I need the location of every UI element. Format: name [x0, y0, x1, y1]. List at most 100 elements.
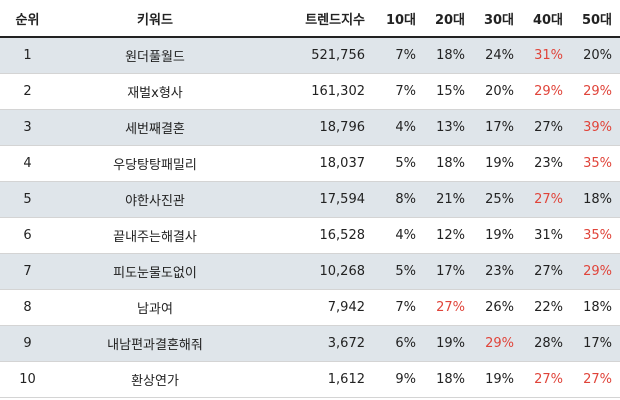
table-body: 1 원더풀월드 521,756 7% 18% 24% 31% 20% 2 재벌x형사 161,302…	[0, 37, 620, 397]
table-row: 6 끝내주는해결사 16,528 4% 12% 19% 31% 35%	[0, 217, 620, 253]
cell-age50: 29%	[583, 263, 612, 279]
cell-age20: 18%	[436, 155, 465, 171]
cell-age30: 29%	[485, 335, 514, 351]
cell-age20: 27%	[436, 299, 465, 315]
header-trend-score: 트렌드지수	[305, 12, 365, 28]
header-age30: 30대	[483, 12, 514, 28]
cell-age20: 18%	[436, 371, 465, 387]
cell-age10: 9%	[395, 371, 416, 387]
table-row: 9 내남편과결혼해줘 3,672 6% 19% 29% 28% 17%	[0, 325, 620, 361]
header-rank: 순위	[15, 12, 40, 28]
cell-trend-score: 10,268	[319, 263, 366, 279]
cell-keyword: 세번째결혼	[125, 121, 185, 137]
cell-age20: 12%	[436, 227, 465, 243]
cell-trend-score: 3,672	[327, 335, 365, 351]
cell-keyword: 내남편과결혼해줘	[107, 337, 203, 353]
header-age50: 50대	[581, 12, 612, 28]
cell-age20: 15%	[436, 83, 465, 99]
cell-age50: 39%	[583, 119, 612, 135]
header-age10: 10대	[385, 12, 416, 28]
cell-age40: 23%	[534, 155, 563, 171]
cell-age50: 20%	[583, 47, 612, 63]
cell-age40: 29%	[534, 83, 563, 99]
table-row: 5 야한사진관 17,594 8% 21% 25% 27% 18%	[0, 181, 620, 217]
table-row: 1 원더풀월드 521,756 7% 18% 24% 31% 20%	[0, 37, 620, 73]
cell-rank: 3	[23, 119, 32, 135]
cell-age30: 23%	[485, 263, 514, 279]
cell-trend-score: 16,528	[319, 227, 366, 243]
table-row: 10 환상연가 1,612 9% 18% 19% 27% 27%	[0, 361, 620, 397]
cell-age50: 18%	[583, 191, 612, 207]
table-row: 2 재벌x형사 161,302 7% 15% 20% 29% 29%	[0, 73, 620, 109]
cell-age20: 17%	[436, 263, 465, 279]
cell-age20: 21%	[436, 191, 465, 207]
cell-age40: 27%	[534, 371, 563, 387]
header-age20: 20대	[434, 12, 465, 28]
cell-trend-score: 17,594	[319, 191, 366, 207]
cell-age40: 31%	[534, 47, 563, 63]
cell-age10: 5%	[395, 155, 416, 171]
table-row: 4 우당탕탕패밀리 18,037 5% 18% 19% 23% 35%	[0, 145, 620, 181]
cell-age30: 19%	[485, 155, 514, 171]
cell-age10: 7%	[395, 47, 416, 63]
cell-keyword: 재벌x형사	[127, 85, 183, 101]
header-keyword: 키워드	[137, 12, 173, 28]
cell-rank: 1	[23, 47, 32, 63]
cell-age30: 17%	[485, 119, 514, 135]
cell-rank: 5	[23, 191, 32, 207]
cell-age10: 4%	[395, 227, 416, 243]
cell-age40: 27%	[534, 191, 563, 207]
cell-rank: 10	[19, 371, 36, 387]
cell-age20: 18%	[436, 47, 465, 63]
cell-trend-score: 18,037	[319, 155, 366, 171]
cell-trend-score: 18,796	[319, 119, 366, 135]
cell-age40: 22%	[534, 299, 563, 315]
cell-age30: 25%	[485, 191, 514, 207]
cell-age50: 17%	[583, 335, 612, 351]
cell-age50: 29%	[583, 83, 612, 99]
cell-keyword: 피도눈물도없이	[113, 265, 197, 281]
table-row: 3 세번째결혼 18,796 4% 13% 17% 27% 39%	[0, 109, 620, 145]
cell-age40: 31%	[534, 227, 563, 243]
cell-age50: 27%	[583, 371, 612, 387]
cell-age20: 19%	[436, 335, 465, 351]
table-row: 7 피도눈물도없이 10,268 5% 17% 23% 27% 29%	[0, 253, 620, 289]
cell-rank: 6	[23, 227, 32, 243]
cell-age10: 7%	[395, 83, 416, 99]
table-row: 8 남과여 7,942 7% 27% 26% 22% 18%	[0, 289, 620, 325]
cell-keyword: 환상연가	[131, 373, 179, 389]
cell-age30: 20%	[485, 83, 514, 99]
cell-age50: 18%	[583, 299, 612, 315]
cell-age30: 26%	[485, 299, 514, 315]
cell-age10: 4%	[395, 119, 416, 135]
cell-age40: 27%	[534, 119, 563, 135]
cell-trend-score: 1,612	[327, 371, 365, 387]
cell-age20: 13%	[436, 119, 465, 135]
cell-trend-score: 7,942	[327, 299, 365, 315]
cell-age30: 24%	[485, 47, 514, 63]
table-header-row: 순위 키워드 트렌드지수 10대 20대 30대 40대 50대	[0, 0, 620, 37]
cell-rank: 2	[23, 83, 32, 99]
cell-trend-score: 161,302	[311, 83, 365, 99]
cell-age40: 28%	[534, 335, 563, 351]
header-age40: 40대	[532, 12, 563, 28]
cell-keyword: 남과여	[137, 301, 173, 317]
cell-age40: 27%	[534, 263, 563, 279]
cell-age10: 7%	[395, 299, 416, 315]
cell-keyword: 끝내주는해결사	[113, 229, 197, 245]
cell-keyword: 우당탕탕패밀리	[113, 157, 197, 173]
cell-trend-score: 521,756	[311, 47, 365, 63]
cell-keyword: 원더풀월드	[125, 49, 185, 65]
cell-keyword: 야한사진관	[125, 193, 185, 209]
cell-rank: 7	[23, 263, 32, 279]
cell-age30: 19%	[485, 371, 514, 387]
cell-age50: 35%	[583, 227, 612, 243]
cell-age50: 35%	[583, 155, 612, 171]
cell-age10: 6%	[395, 335, 416, 351]
cell-age10: 5%	[395, 263, 416, 279]
cell-rank: 4	[23, 155, 32, 171]
cell-age10: 8%	[395, 191, 416, 207]
cell-rank: 8	[23, 299, 32, 315]
cell-rank: 9	[23, 335, 32, 351]
